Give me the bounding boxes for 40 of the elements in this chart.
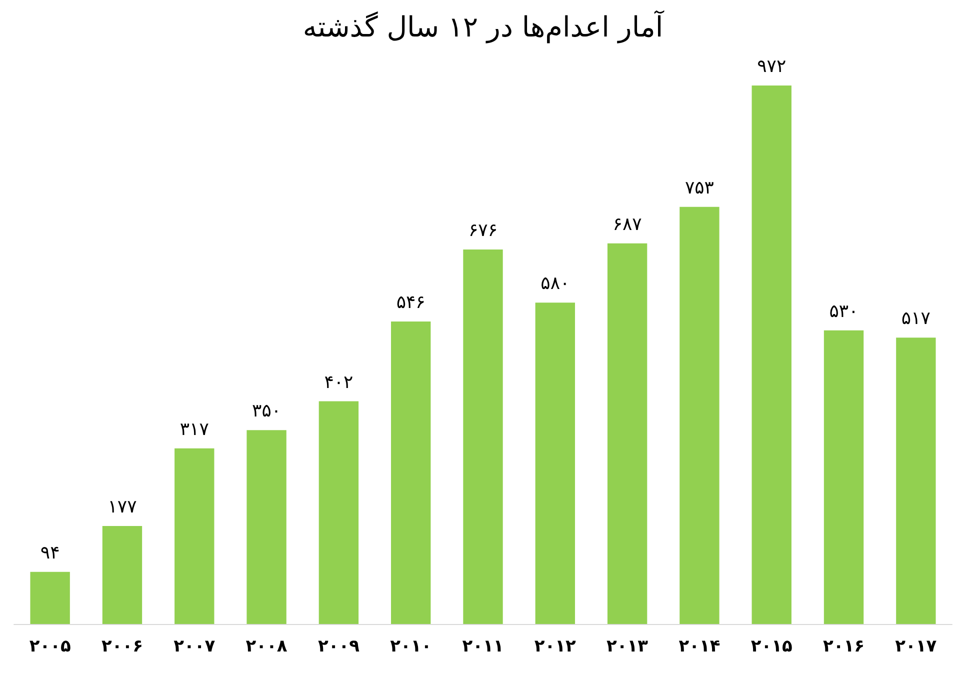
data-label: ۵۳۰ — [829, 300, 858, 322]
bar — [391, 322, 431, 624]
x-tick-label: ۲۰۰۹ — [318, 636, 360, 656]
bar — [174, 448, 214, 624]
x-tick-label: ۲۰۰۵ — [29, 636, 71, 656]
bar — [896, 338, 936, 624]
bar — [102, 526, 142, 624]
x-tick-label: ۲۰۱۳ — [606, 636, 649, 656]
bar — [824, 330, 864, 624]
data-label: ۷۵۳ — [684, 177, 714, 198]
x-tick-label: ۲۰۰۷ — [174, 636, 216, 656]
data-label: ۳۵۰ — [252, 400, 282, 422]
chart-title: آمار اعدام‌ها در ۱۲ سال گذشته — [302, 10, 664, 44]
x-tick-label: ۲۰۰۸ — [246, 636, 288, 656]
data-label: ۶۷۶ — [468, 220, 498, 241]
bar — [535, 302, 575, 624]
data-label: ۹۷۲ — [757, 56, 786, 78]
data-label: ۱۷۷ — [108, 496, 138, 518]
data-label: ۴۰۲ — [324, 372, 354, 393]
x-tick-label: ۲۰۱۲ — [534, 636, 577, 656]
x-tick-label: ۲۰۱۵ — [750, 636, 792, 656]
bar — [680, 206, 720, 624]
x-tick-label: ۲۰۱۶ — [823, 636, 865, 656]
data-label: ۳۱۷ — [180, 418, 210, 440]
data-label: ۵۴۶ — [396, 292, 426, 314]
bar — [463, 249, 503, 624]
bar — [30, 572, 70, 624]
bar — [246, 430, 286, 624]
x-tick-label: ۲۰۱۴ — [678, 636, 720, 656]
bar — [607, 243, 648, 624]
bar — [752, 86, 792, 624]
data-label: ۵۸۰ — [540, 273, 570, 294]
data-label: ۹۴ — [40, 542, 60, 564]
bar — [318, 401, 359, 624]
x-tick-label: ۲۰۱۰ — [390, 636, 432, 656]
x-tick-label: ۲۰۰۶ — [101, 636, 143, 656]
data-label: ۶۸۷ — [612, 214, 642, 235]
x-tick-label: ۲۰۱۱ — [462, 636, 504, 656]
x-tick-label: ۲۰۱۷ — [895, 636, 938, 656]
data-label: ۵۱۷ — [901, 308, 931, 330]
